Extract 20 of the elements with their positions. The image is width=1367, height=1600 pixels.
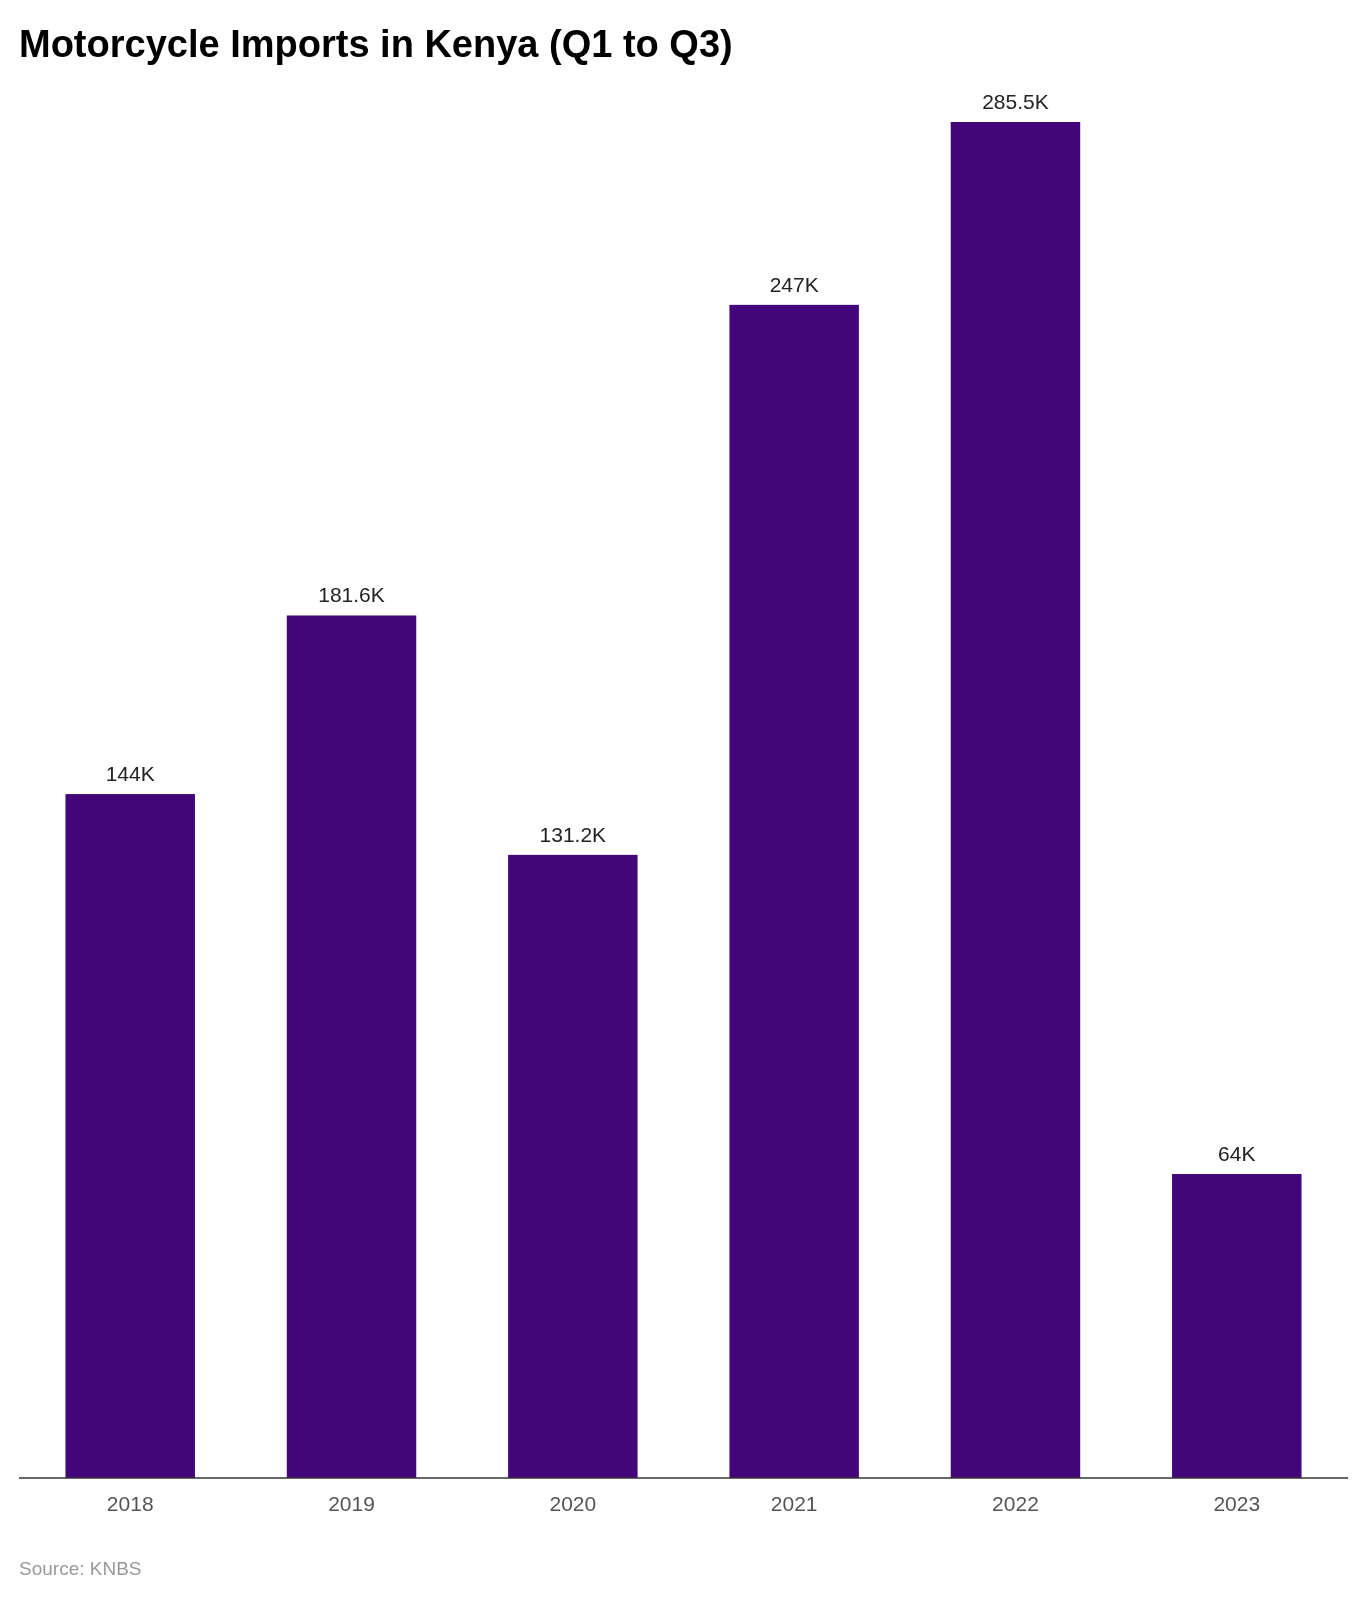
bar: [1172, 1174, 1302, 1478]
data-label: 64K: [1218, 1142, 1256, 1166]
x-tick-label: 2020: [549, 1492, 597, 1515]
data-label: 131.2K: [539, 822, 607, 846]
x-tick-label: 2021: [770, 1492, 818, 1515]
x-tick-label: 2022: [992, 1492, 1039, 1515]
bar: [286, 615, 417, 1478]
chart-title: Motorcycle Imports in Kenya (Q1 to Q3): [19, 23, 733, 65]
bar: [950, 122, 1081, 1478]
bar: [65, 794, 195, 1478]
source-note: Source: KNBS: [19, 1558, 142, 1579]
data-label: 285.5K: [982, 90, 1049, 113]
bar: [729, 304, 859, 1478]
data-label: 144K: [105, 762, 155, 786]
x-tick-label: 2019: [328, 1492, 375, 1515]
x-tick-label: 2018: [106, 1492, 154, 1515]
data-label: 181.6K: [318, 583, 385, 607]
x-tick-label: 2023: [1213, 1492, 1261, 1515]
data-label: 247K: [769, 272, 819, 296]
bar: [508, 854, 638, 1478]
